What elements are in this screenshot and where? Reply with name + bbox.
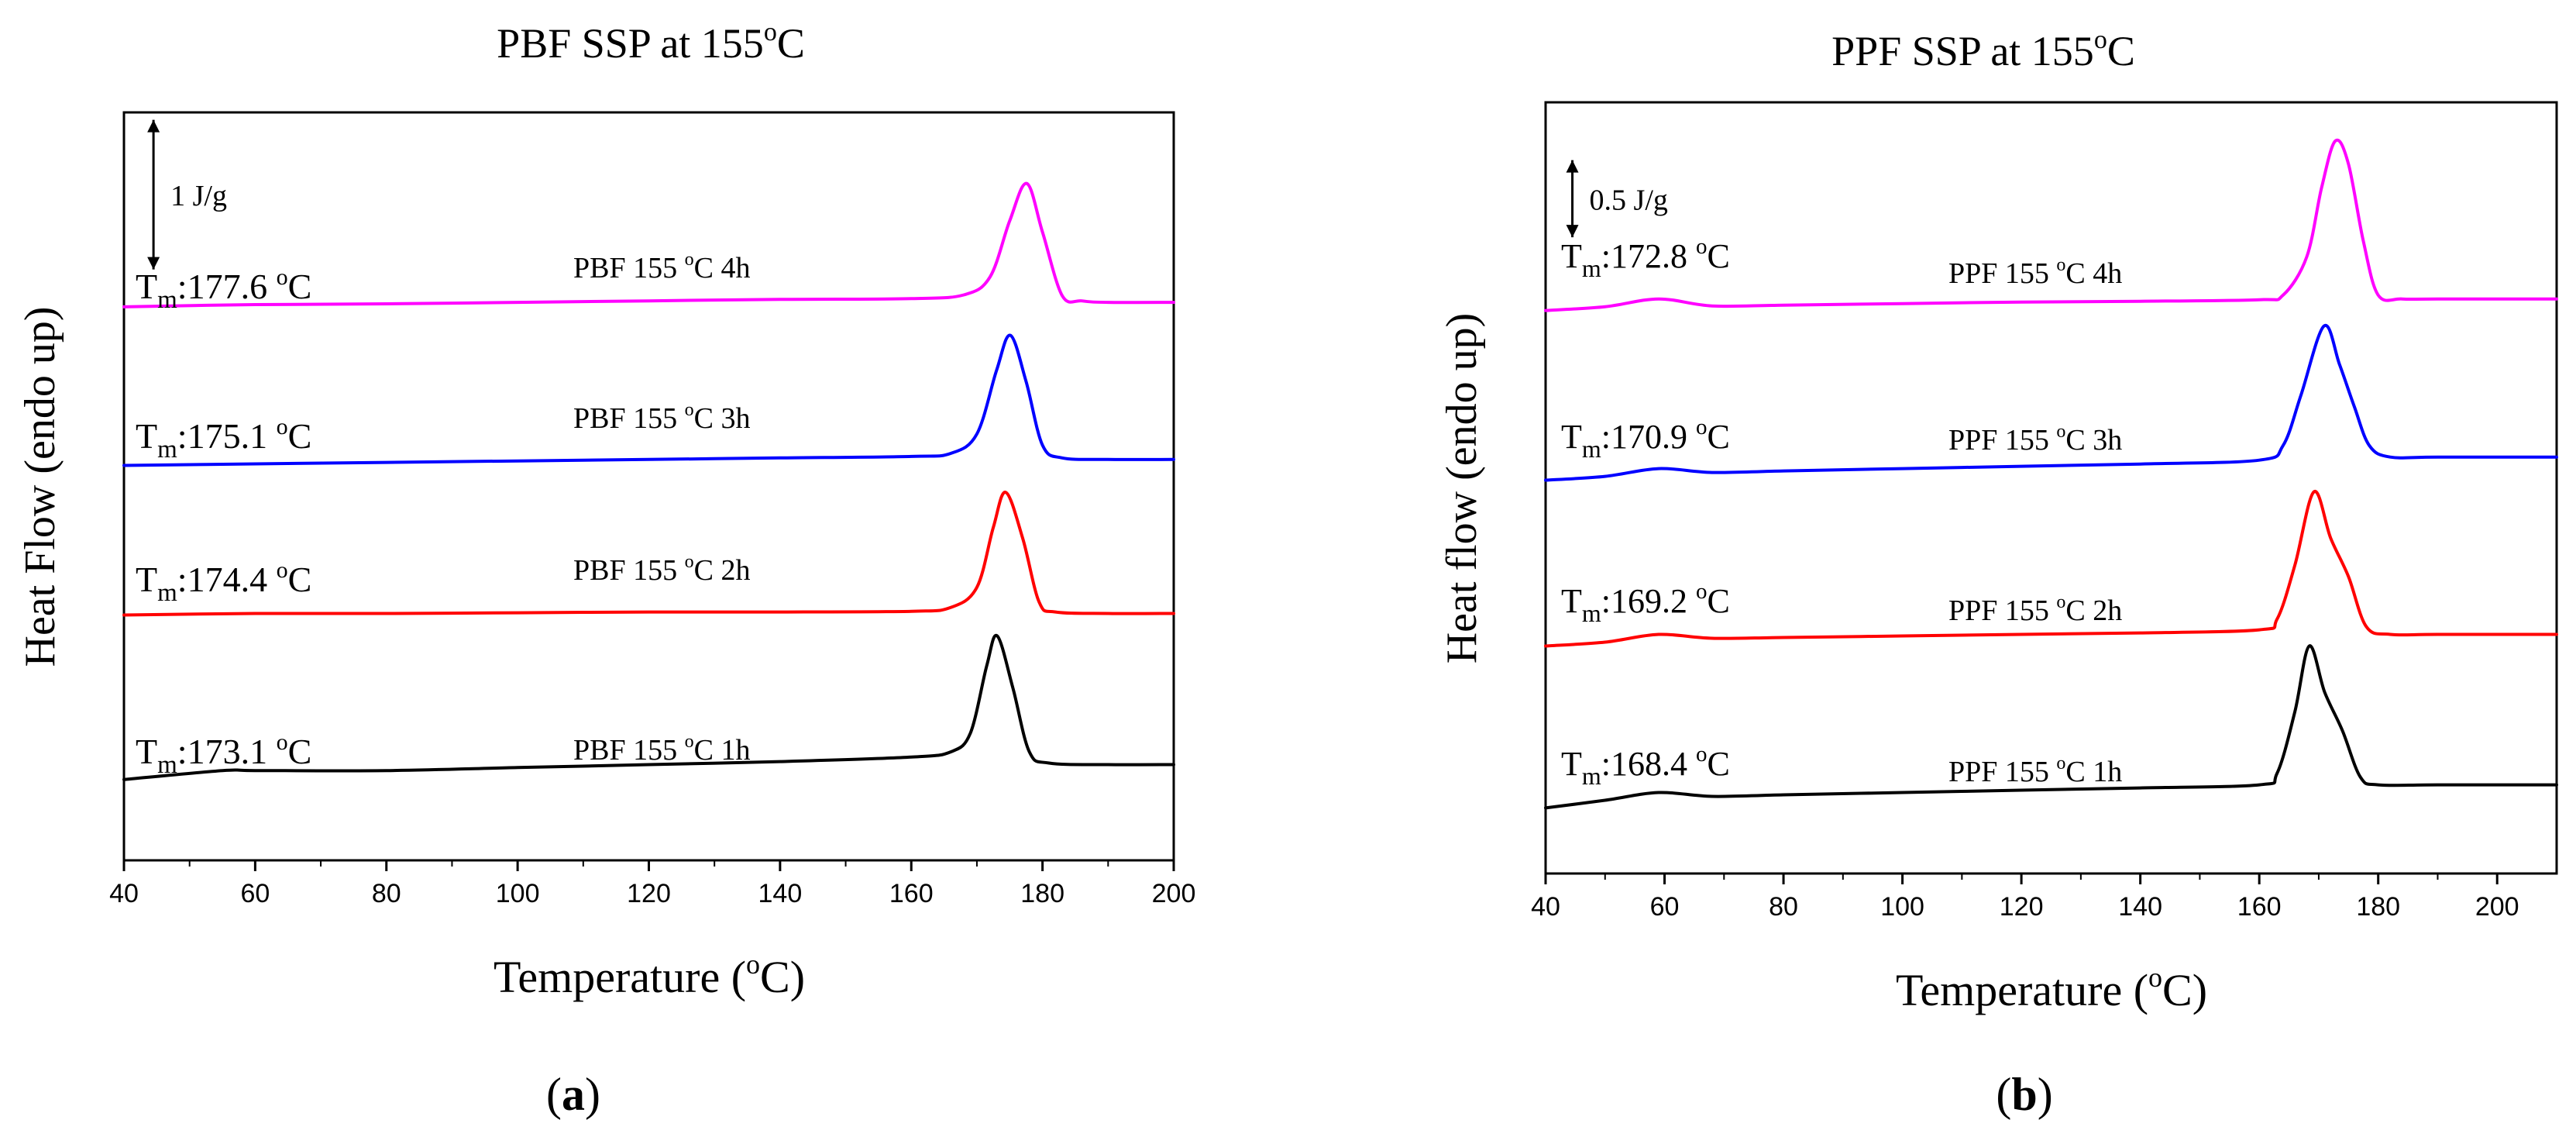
panel-b-x-axis-label: Temperature (oC) bbox=[1896, 962, 2207, 1015]
panel-b-series-group bbox=[1544, 138, 2558, 810]
scale-bar-arrow-down bbox=[1566, 225, 1579, 238]
panel-b-x-axis: 40 60 80 100 120 140 160 180 200 bbox=[1531, 874, 2519, 922]
scale-bar-label: 1 J/g bbox=[170, 180, 227, 212]
panel-a-sample-labels: PBF 155 oC 4h PBF 155 oC 3h PBF 155 oC 2h P… bbox=[573, 250, 750, 767]
series-line-b-3 bbox=[1544, 644, 2558, 810]
x-tick-label: 160 bbox=[889, 879, 934, 908]
series-label: PBF 155 oC 3h bbox=[573, 400, 750, 435]
tm-label: Tm:173.1 oC bbox=[136, 729, 311, 779]
x-tick-label: 140 bbox=[2118, 892, 2162, 922]
series-label: PPF 155 oC 4h bbox=[1948, 255, 2122, 290]
series-label: PPF 155 oC 3h bbox=[1948, 422, 2122, 457]
scale-bar-arrow-up bbox=[147, 119, 160, 133]
scale-bar-arrow-down bbox=[147, 257, 160, 270]
x-tick-label: 80 bbox=[1769, 892, 1798, 922]
panel-b-label: (b) bbox=[1996, 1069, 2052, 1120]
x-tick-label: 120 bbox=[627, 879, 671, 908]
series-line-a-2 bbox=[122, 491, 1175, 617]
series-label: PPF 155 oC 1h bbox=[1948, 753, 2122, 788]
x-tick-label: 180 bbox=[1020, 879, 1064, 908]
series-line-b-1 bbox=[1544, 323, 2558, 482]
x-tick-label: 140 bbox=[758, 879, 803, 908]
series-label: PPF 155 oC 2h bbox=[1948, 592, 2122, 627]
panel-a-y-axis-label: Heat Flow (endo up) bbox=[16, 306, 64, 667]
series-line-b-2 bbox=[1544, 490, 2558, 648]
series-line-a-1 bbox=[122, 333, 1175, 467]
x-tick-label: 80 bbox=[372, 879, 401, 908]
panel-b-plot-frame bbox=[1544, 101, 2558, 875]
x-tick-label: 40 bbox=[1531, 892, 1560, 922]
panel-a-tm-labels: Tm:177.6 oC Tm:175.1 oC Tm:174.4 oC Tm:173.… bbox=[136, 264, 311, 779]
series-line-a-3 bbox=[122, 633, 1175, 781]
x-tick-label: 60 bbox=[1650, 892, 1680, 922]
x-tick-label: 200 bbox=[1152, 879, 1196, 908]
panel-b-title: PPF SSP at 155oC bbox=[1831, 26, 2135, 74]
panel-b: PPF SSP at 155oC 40 60 80 100 120 140 160 180 20… bbox=[1438, 26, 2558, 1120]
x-tick-label: 160 bbox=[2237, 892, 2282, 922]
series-label: PBF 155 oC 2h bbox=[573, 552, 750, 587]
x-tick-label: 180 bbox=[2356, 892, 2400, 922]
series-label: PBF 155 oC 4h bbox=[573, 250, 750, 284]
scale-bar-label: 0.5 J/g bbox=[1590, 184, 1668, 216]
panel-a-x-axis-label: Temperature (oC) bbox=[494, 949, 805, 1002]
x-tick-label: 40 bbox=[109, 879, 139, 908]
panel-a-x-axis: 40 60 80 100 120 140 160 180 200 bbox=[109, 860, 1195, 908]
series-line-a-0 bbox=[122, 181, 1175, 308]
panel-b-scale-bar: 0.5 J/g bbox=[1566, 160, 1668, 238]
series-line-b-0 bbox=[1544, 138, 2558, 312]
x-tick-label: 200 bbox=[2475, 892, 2519, 922]
tm-label: Tm:168.4 oC bbox=[1561, 742, 1730, 790]
tm-label: Tm:175.1 oC bbox=[136, 414, 311, 463]
tm-label: Tm:174.4 oC bbox=[136, 557, 311, 607]
panel-b-tm-labels: Tm:172.8 oC Tm:170.9 oC Tm:169.2 oC Tm:168.… bbox=[1561, 234, 1730, 790]
panel-a-scale-bar: 1 J/g bbox=[147, 119, 227, 270]
panel-b-sample-labels: PPF 155 oC 4h PPF 155 oC 3h PPF 155 oC 2h P… bbox=[1948, 255, 2122, 788]
series-label: PBF 155 oC 1h bbox=[573, 732, 750, 767]
scale-bar-arrow-up bbox=[1566, 160, 1579, 173]
panel-a-label: (a) bbox=[546, 1069, 600, 1120]
x-tick-label: 120 bbox=[2000, 892, 2044, 922]
panel-a: PBF SSP at 155oC 40 60 80 100 120 140 160 180 20… bbox=[16, 18, 1195, 1120]
x-tick-label: 100 bbox=[496, 879, 540, 908]
x-tick-label: 60 bbox=[240, 879, 270, 908]
panel-a-title: PBF SSP at 155oC bbox=[497, 18, 805, 67]
tm-label: Tm:172.8 oC bbox=[1561, 234, 1730, 282]
tm-label: Tm:170.9 oC bbox=[1561, 415, 1730, 463]
x-tick-label: 100 bbox=[1880, 892, 1924, 922]
tm-label: Tm:177.6 oC bbox=[136, 264, 311, 314]
tm-label: Tm:169.2 oC bbox=[1561, 579, 1730, 627]
panel-a-series-group bbox=[122, 181, 1175, 781]
panel-b-y-axis-label: Heat flow (endo up) bbox=[1438, 313, 1486, 664]
